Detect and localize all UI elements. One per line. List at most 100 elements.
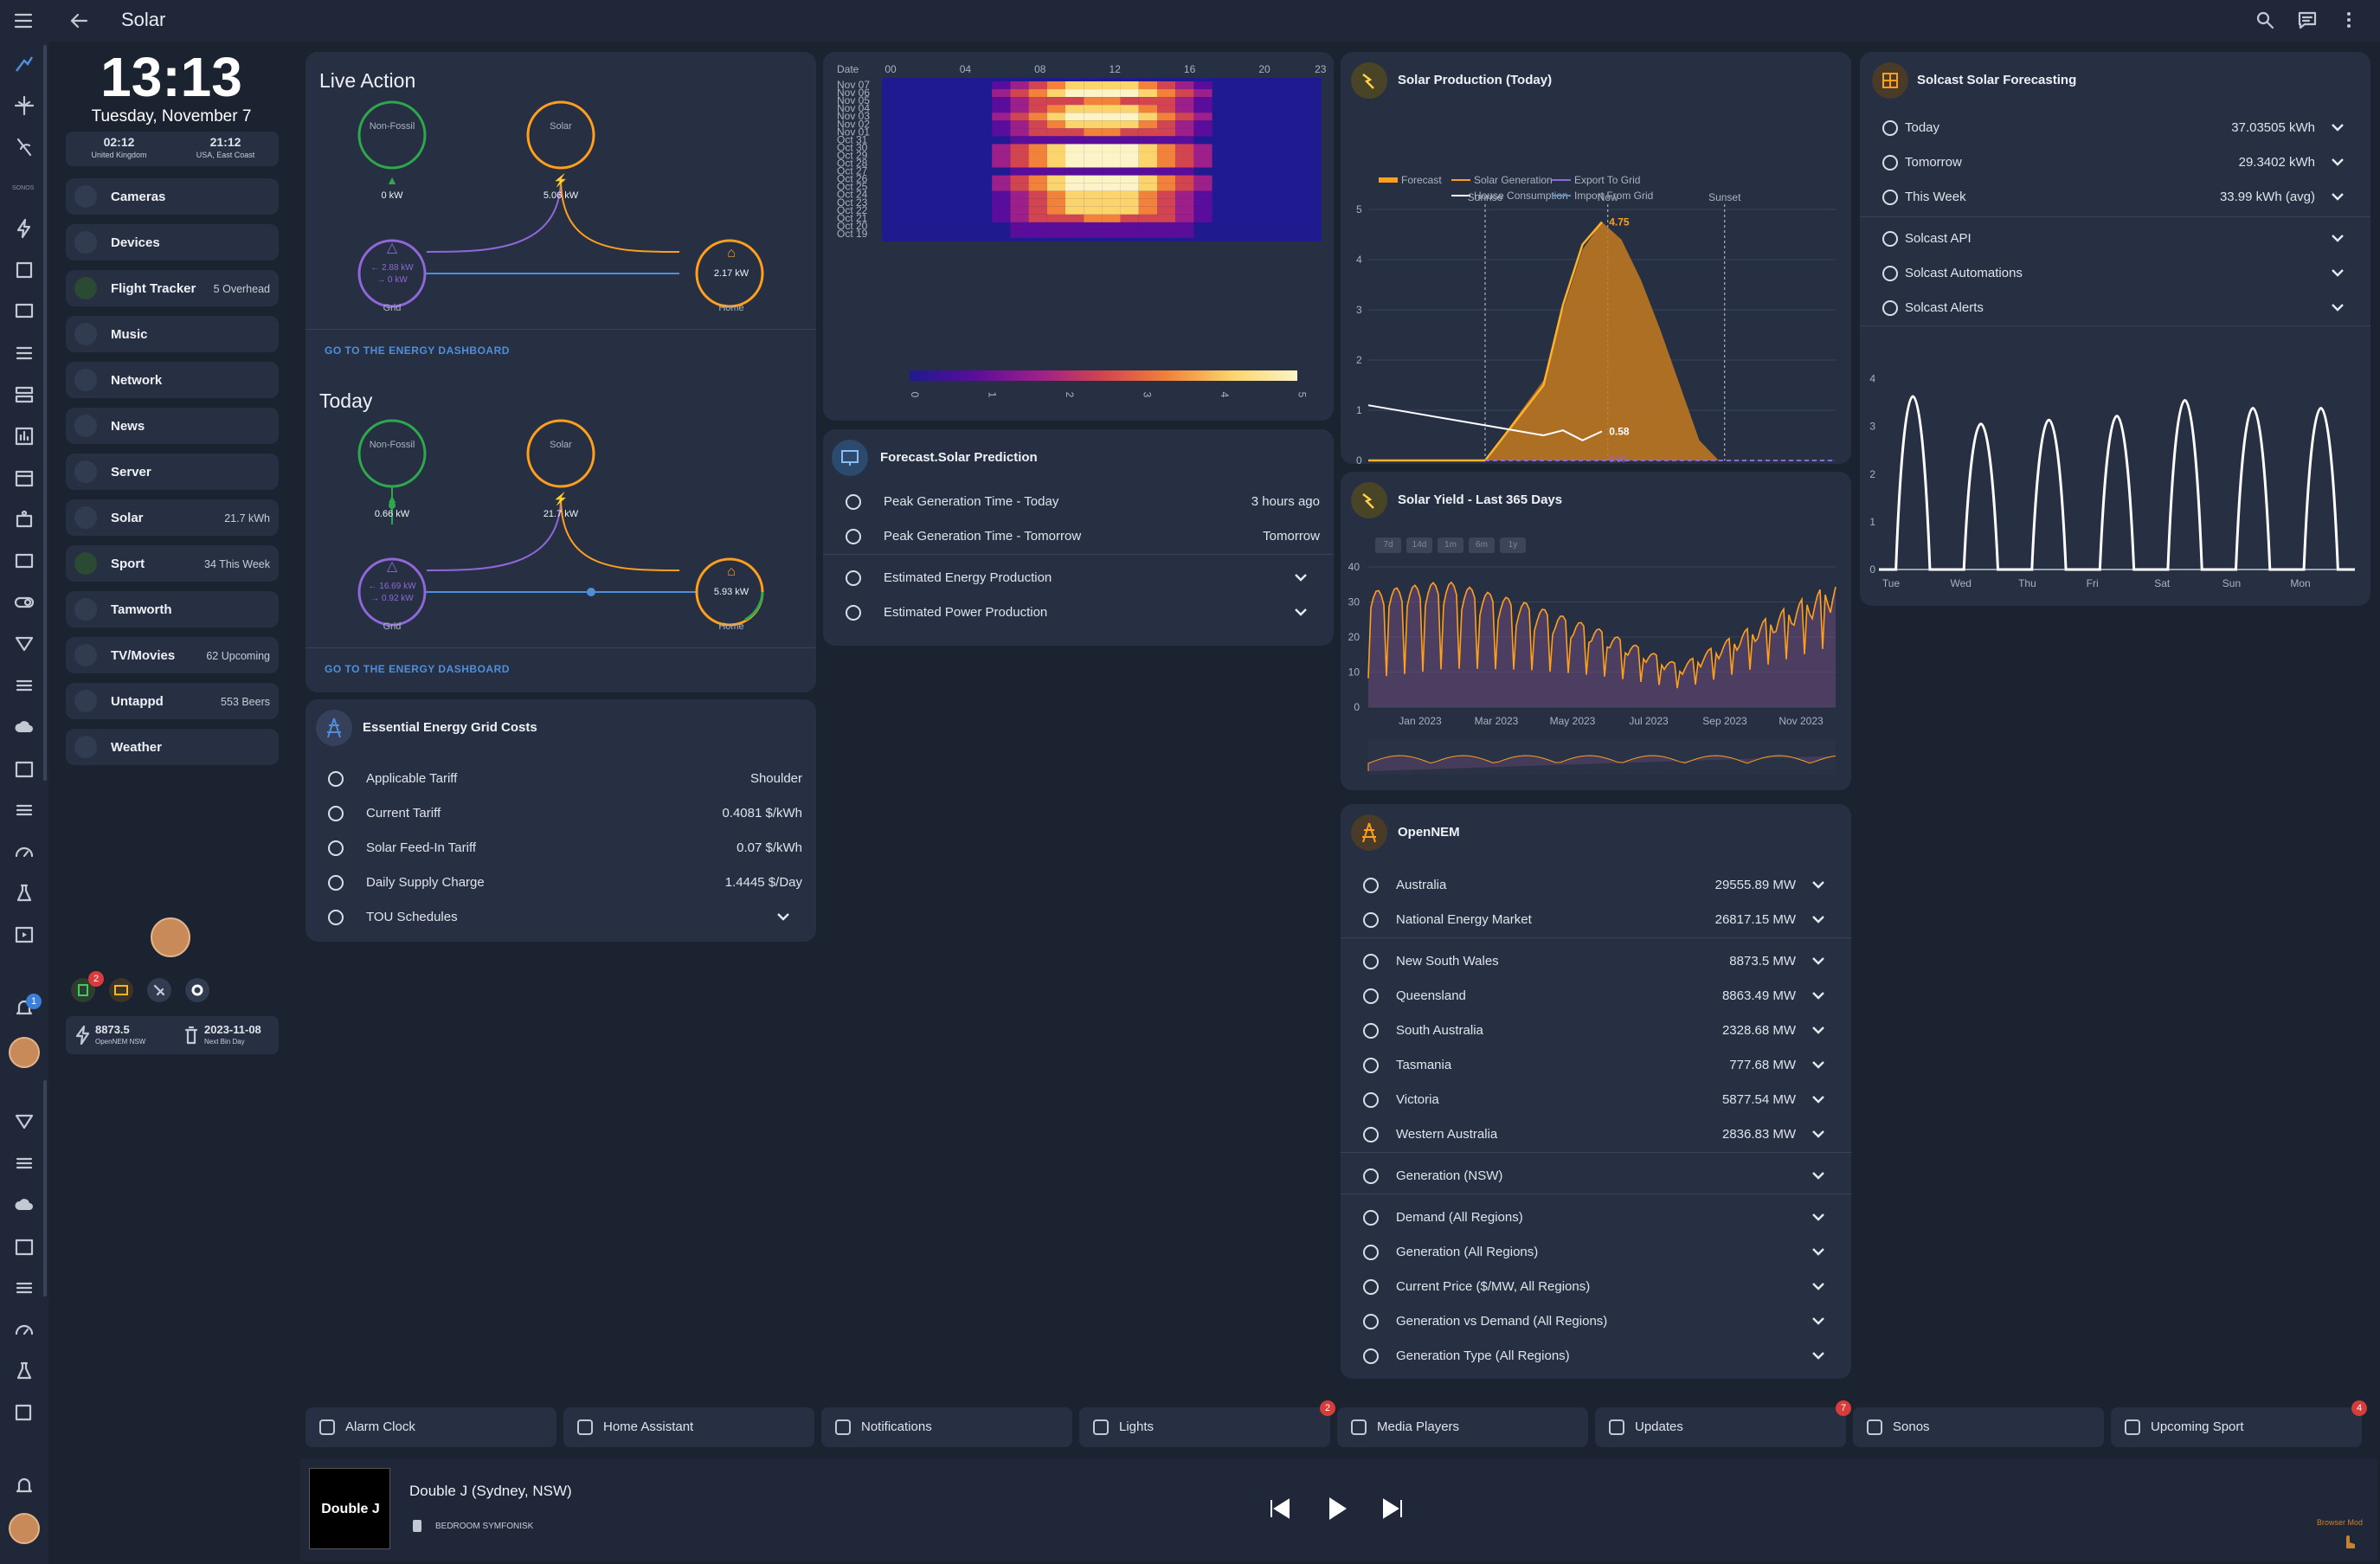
nav-item-flight-tracker[interactable]: Flight Tracker 5 Overhead — [66, 270, 279, 306]
more-vert-icon[interactable] — [2344, 10, 2354, 29]
chevron-down-icon[interactable] — [1811, 1316, 1825, 1326]
range-6m[interactable]: 6m — [1469, 537, 1495, 553]
nem-generation-type-all-regions-[interactable]: Generation Type (All Regions) — [1341, 1339, 1851, 1374]
profile-avatar[interactable] — [151, 917, 190, 957]
range-7d[interactable]: 7d — [1375, 537, 1401, 553]
tab-notifications[interactable]: Notifications — [821, 1407, 1072, 1447]
chevron-down-icon[interactable] — [2331, 191, 2345, 202]
chevron-down-icon[interactable] — [1811, 1281, 1825, 1291]
speedometer-icon-2[interactable] — [14, 1319, 35, 1340]
forecast-estimated-power-production[interactable]: Estimated Power Production — [823, 595, 1334, 630]
chevron-down-icon[interactable] — [2331, 233, 2345, 243]
flask-icon-2[interactable] — [14, 1361, 35, 1381]
nav-item-solar[interactable]: Solar 21.7 kWh — [66, 499, 279, 536]
toggle-icon[interactable] — [14, 592, 35, 613]
user-avatar[interactable] — [9, 1037, 40, 1068]
bell-icon-2[interactable] — [14, 1475, 35, 1496]
chart-icon[interactable] — [14, 426, 35, 447]
chevron-down-icon[interactable] — [1811, 1025, 1825, 1035]
chevron-down-icon[interactable] — [1811, 1129, 1825, 1139]
stack-icon-3[interactable] — [14, 1153, 35, 1174]
nav-item-tv-movies[interactable]: TV/Movies 62 Upcoming — [66, 637, 279, 673]
user-avatar-2[interactable] — [9, 1513, 40, 1544]
nav-item-sport[interactable]: Sport 34 This Week — [66, 545, 279, 582]
airplane-icon[interactable] — [14, 95, 35, 116]
chevron-down-icon[interactable] — [1294, 607, 1308, 617]
solcast-solcast-alerts[interactable]: Solcast Alerts — [1860, 291, 2370, 325]
cost-tou-schedules[interactable]: TOU Schedules — [306, 900, 816, 935]
today-energy-dashboard-link[interactable]: GO TO THE ENERGY DASHBOARD — [325, 663, 510, 675]
lightning-icon[interactable] — [14, 218, 35, 239]
stack-icon[interactable] — [14, 675, 35, 696]
chevron-down-icon[interactable] — [1811, 1170, 1825, 1181]
next-track-icon[interactable] — [1380, 1496, 1405, 1521]
server-icon[interactable] — [14, 384, 35, 405]
chevron-down-icon[interactable] — [1811, 1350, 1825, 1361]
chevron-down-icon[interactable] — [1811, 990, 1825, 1001]
nav-item-devices[interactable]: Devices — [66, 224, 279, 261]
touch-hand-icon[interactable] — [2339, 1529, 2358, 1550]
previous-track-icon[interactable] — [1268, 1496, 1292, 1521]
nav-item-music[interactable]: Music — [66, 316, 279, 352]
solar-panel-icon[interactable] — [14, 54, 35, 74]
nem-generation-vs-demand-all-regions-[interactable]: Generation vs Demand (All Regions) — [1341, 1304, 1851, 1339]
tab-updates[interactable]: Updates 7 — [1595, 1400, 1851, 1447]
chevron-down-icon[interactable] — [1811, 1094, 1825, 1104]
filter-icon[interactable] — [14, 634, 35, 654]
nav-item-server[interactable]: Server — [66, 454, 279, 490]
live-energy-dashboard-link[interactable]: GO TO THE ENERGY DASHBOARD — [325, 344, 510, 357]
chevron-down-icon[interactable] — [1811, 1059, 1825, 1070]
nem-demand-all-regions-[interactable]: Demand (All Regions) — [1341, 1200, 1851, 1235]
chevron-down-icon[interactable] — [2331, 267, 2345, 278]
list-icon[interactable] — [14, 343, 35, 364]
flask-icon[interactable] — [14, 883, 35, 904]
solcast-solcast-automations[interactable]: Solcast Automations — [1860, 256, 2370, 291]
video-library-icon-2[interactable] — [14, 1402, 35, 1423]
nav-item-cameras[interactable]: Cameras — [66, 178, 279, 215]
media-icon[interactable] — [14, 260, 35, 280]
vacuum-button[interactable] — [147, 978, 171, 1002]
search-icon[interactable] — [2255, 10, 2274, 29]
forecast-estimated-energy-production[interactable]: Estimated Energy Production — [823, 561, 1334, 595]
nem-generation-all-regions-[interactable]: Generation (All Regions) — [1341, 1235, 1851, 1270]
solcast-solcast-api[interactable]: Solcast API — [1860, 222, 2370, 256]
tab-lights[interactable]: Lights 2 — [1079, 1400, 1335, 1447]
robot-icon[interactable] — [14, 509, 35, 530]
stack-icon-4[interactable] — [14, 1278, 35, 1298]
chevron-down-icon[interactable] — [1294, 572, 1308, 582]
speedometer-icon[interactable] — [14, 841, 35, 862]
nav-item-network[interactable]: Network — [66, 362, 279, 398]
back-arrow-icon[interactable] — [69, 11, 88, 30]
cloud-icon-2[interactable] — [14, 1194, 35, 1215]
chevron-down-icon[interactable] — [1811, 879, 1825, 890]
tab-sonos[interactable]: Sonos — [1853, 1407, 2104, 1447]
chevron-down-icon[interactable] — [1811, 1246, 1825, 1257]
stack-icon-2[interactable] — [14, 800, 35, 821]
range-1m[interactable]: 1m — [1438, 537, 1463, 553]
cloud-icon[interactable] — [14, 717, 35, 737]
tab-media-players[interactable]: Media Players — [1337, 1407, 1588, 1447]
tab-home-assistant[interactable]: Home Assistant — [563, 1407, 814, 1447]
video-library-icon[interactable] — [14, 924, 35, 945]
chevron-down-icon[interactable] — [776, 911, 790, 922]
chat-icon[interactable] — [2297, 10, 2318, 29]
calendar-icon[interactable] — [14, 467, 35, 488]
sonos-rail-logo[interactable]: SONOS — [12, 185, 35, 191]
chevron-down-icon[interactable] — [2331, 157, 2345, 167]
tab-upcoming-sport[interactable]: Upcoming Sport 4 — [2111, 1400, 2367, 1447]
rail-scrollbar[interactable] — [43, 45, 47, 781]
chevron-down-icon[interactable] — [1811, 956, 1825, 966]
range-1y[interactable]: 1y — [1500, 537, 1526, 553]
rail-scrollbar-lower[interactable] — [43, 1080, 47, 1297]
pest-icon[interactable] — [14, 137, 35, 158]
menu-icon[interactable] — [14, 12, 33, 29]
settings-gear-button[interactable] — [185, 978, 209, 1002]
nav-item-news[interactable]: News — [66, 408, 279, 444]
nem-current-price-mw-all-regions-[interactable]: Current Price ($/MW, All Regions) — [1341, 1270, 1851, 1304]
tv-button[interactable] — [109, 978, 133, 1002]
tab-alarm-clock[interactable]: Alarm Clock — [306, 1407, 556, 1447]
contact-icon[interactable] — [14, 301, 35, 322]
cast-icon[interactable] — [14, 550, 35, 571]
calendar-check-icon[interactable] — [14, 758, 35, 779]
chevron-down-icon[interactable] — [2331, 302, 2345, 312]
